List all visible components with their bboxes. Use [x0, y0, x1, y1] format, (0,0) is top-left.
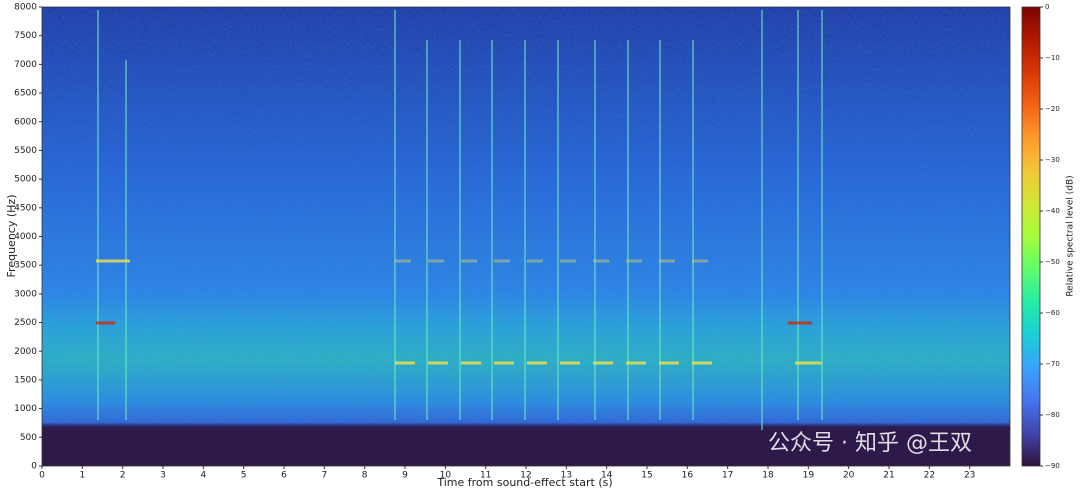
x-tick-label: 2 [120, 471, 126, 481]
x-tick-label: 18 [762, 471, 774, 481]
y-axis-label: Frequency (Hz) [5, 195, 18, 278]
y-tick-label: 2500 [14, 318, 37, 328]
x-tick-label: 15 [641, 471, 652, 481]
spectrogram-image [42, 7, 1010, 466]
x-tick-label: 3 [160, 471, 166, 481]
watermark: 公众号 · 知乎 @王双 [768, 431, 972, 456]
y-tick-label: 0 [31, 462, 37, 472]
colorbar [1021, 6, 1041, 467]
x-tick-label: 17 [722, 471, 733, 481]
x-tick-label: 23 [964, 471, 975, 481]
colorbar-tick-label: −20 [1045, 105, 1060, 113]
y-tick-label: 4500 [14, 203, 37, 213]
y-tick-label: 5000 [14, 175, 37, 185]
colorbar-tick-label: 0 [1045, 3, 1049, 11]
colorbar-tick-label: −90 [1045, 462, 1060, 470]
x-tick-label: 13 [561, 471, 572, 481]
y-tick-label: 4000 [14, 232, 37, 242]
colorbar-tick-label: −70 [1045, 360, 1060, 368]
y-tick-label: 7500 [14, 31, 37, 41]
x-tick-label: 22 [924, 471, 935, 481]
x-tick-label: 14 [601, 471, 613, 481]
y-tick-label: 500 [20, 433, 37, 443]
x-tick-label: 4 [200, 471, 206, 481]
colorbar-tick-label: −50 [1045, 258, 1060, 266]
colorbar-tick-label: −10 [1045, 54, 1060, 62]
y-tick-label: 1500 [14, 375, 37, 385]
x-tick-label: 12 [520, 471, 531, 481]
x-tick-label: 5 [241, 471, 247, 481]
x-tick-label: 0 [39, 471, 45, 481]
x-axis-label: Time from sound-effect start (s) [436, 476, 612, 489]
tone-streaks [96, 259, 822, 365]
y-tick-label: 2000 [14, 347, 37, 357]
colorbar-label: Relative spectral level (dB) [1066, 175, 1076, 296]
y-tick-label: 8000 [14, 3, 37, 13]
y-tick-label: 1000 [14, 404, 37, 414]
colorbar-tick-label: −60 [1045, 309, 1060, 317]
x-tick-label: 19 [803, 471, 815, 481]
x-tick-label: 8 [362, 471, 368, 481]
y-tick-label: 6000 [14, 117, 37, 127]
x-tick-label: 9 [402, 471, 408, 481]
y-tick-label: 5500 [14, 146, 37, 156]
x-tick-label: 20 [843, 471, 855, 481]
x-tick-label: 10 [440, 471, 452, 481]
colorbar-tick-label: −30 [1045, 156, 1060, 164]
y-tick-label: 7000 [14, 60, 37, 70]
y-tick-label: 3500 [14, 261, 37, 271]
x-tick-label: 11 [480, 471, 491, 481]
x-tick-label: 6 [281, 471, 287, 481]
x-tick-label: 16 [682, 471, 694, 481]
colorbar-tick-label: −80 [1045, 411, 1060, 419]
y-tick-label: 6500 [14, 89, 37, 99]
x-tick-label: 1 [79, 471, 85, 481]
x-tick-label: 7 [321, 471, 327, 481]
y-tick-label: 3000 [14, 289, 37, 299]
transient-streaks [97, 10, 823, 430]
x-tick-label: 21 [883, 471, 894, 481]
colorbar-tick-label: −40 [1045, 207, 1060, 215]
